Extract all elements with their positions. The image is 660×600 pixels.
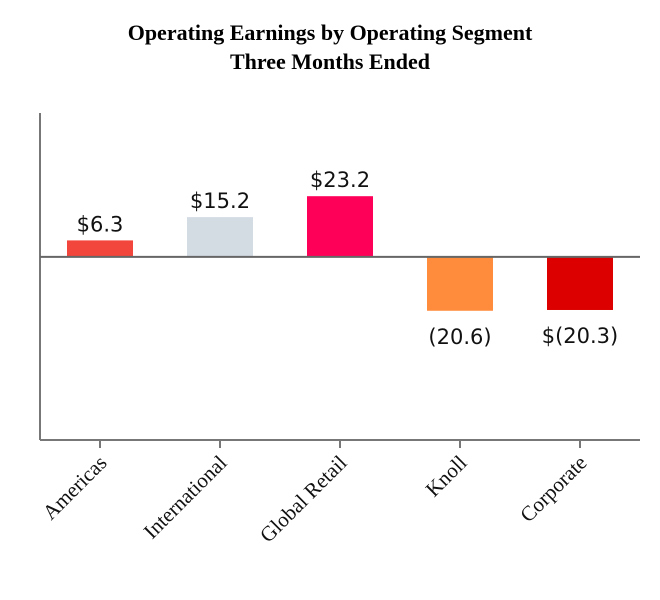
bar-knoll [427,256,493,311]
x-ticks-group [99,440,581,448]
category-label-knoll: Knoll [421,450,472,501]
data-label-international: $15.2 [190,189,250,213]
category-labels-group: Americas International Global Retail Knoll C… [38,450,592,547]
chart-subtitle: Three Months Ended [229,49,431,74]
data-label-knoll: (20.6) [428,325,491,349]
data-label-americas: $6.3 [77,212,124,236]
bars-group [67,196,613,311]
data-label-corporate: $(20.3) [542,324,619,348]
category-label-corporate: Corporate [515,451,591,527]
data-label-global-retail: $23.2 [310,168,370,192]
category-label-americas: Americas [38,451,112,525]
chart-title-block: Operating Earnings by Operating Segment … [0,18,660,76]
category-label-international: International [139,450,232,543]
bar-corporate [547,256,613,310]
value-labels-group: $6.3 $15.2 $23.2 (20.6) $(20.3) [77,168,619,349]
chart-title: Operating Earnings by Operating Segment [127,20,533,45]
bar-americas [67,240,133,257]
bar-global-retail [307,196,373,257]
category-label-global-retail: Global Retail [255,450,352,547]
bar-international [187,217,253,257]
